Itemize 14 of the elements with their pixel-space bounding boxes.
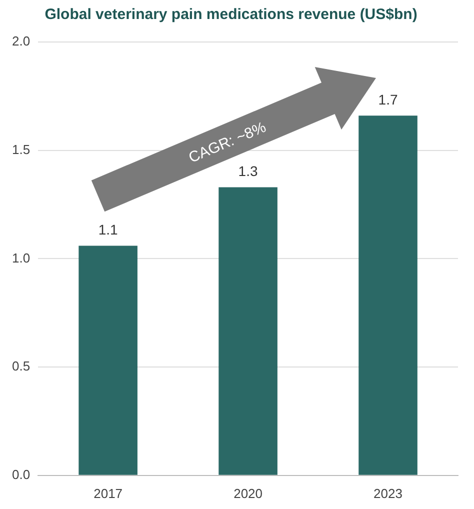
y-tick-label: 0.5	[12, 358, 30, 374]
y-tick-label: 2.0	[12, 34, 30, 49]
data-label: 1.7	[378, 92, 398, 108]
y-tick-label: 0.0	[12, 466, 30, 482]
x-tick-label: 2020	[234, 486, 262, 501]
bar	[358, 116, 418, 475]
data-label: 1.1	[98, 222, 118, 238]
x-tick-label: 2017	[94, 486, 123, 501]
bar	[218, 187, 278, 475]
x-tick-label: 2023	[374, 486, 402, 501]
y-tick-label: 1.0	[12, 250, 30, 266]
chart-title: Global veterinary pain medications revenue (US$bn)	[44, 6, 418, 24]
bar	[78, 246, 138, 475]
y-tick-label: 1.5	[12, 142, 30, 157]
